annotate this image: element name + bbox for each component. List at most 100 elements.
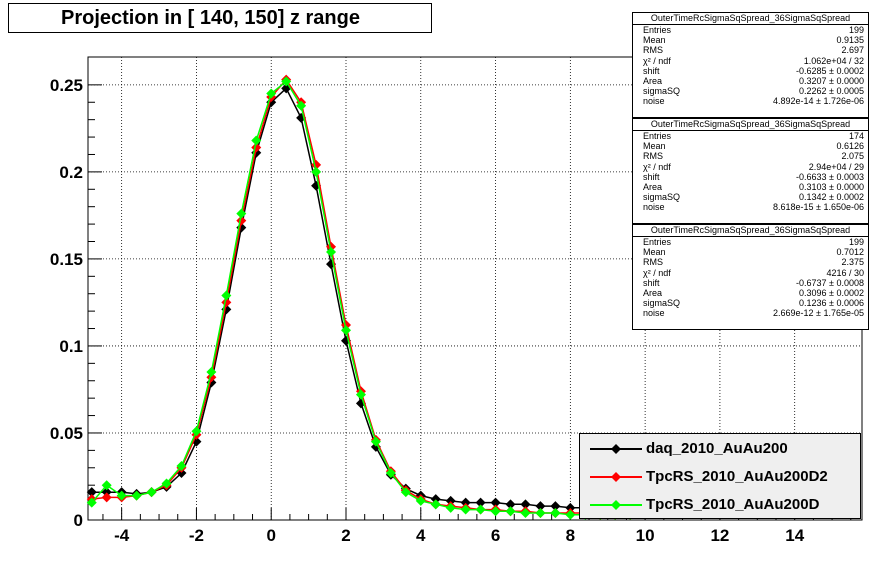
stats-row: shift -0.6285 ± 0.0002 [633,66,868,76]
stats-key: Area [643,287,663,298]
stats-row: sigmaSQ 0.1236 ± 0.0006 [633,298,868,308]
data-point [415,495,426,506]
stats-row: Area 0.3103 ± 0.0000 [633,182,868,192]
x-tick-label: 6 [491,526,500,545]
stats-value: 0.6126 [836,141,864,152]
data-point [490,506,501,517]
legend-item-daq: daq_2010_AuAu200 [580,436,860,462]
stats-value: 2.697 [841,45,864,56]
stats-row: χ² / ndf 2.94e+04 / 29 [633,162,868,172]
stats-header: OuterTimeRcSigmaSqSpread_36SigmaSqSpread [633,119,868,131]
legend-marker-icon [590,500,642,510]
data-point [445,502,456,513]
data-point [520,499,531,510]
stats-key: shift [643,171,660,182]
stats-key: RMS [643,257,663,268]
stats-key: Mean [643,247,666,258]
stats-value: -0.6633 ± 0.0003 [796,171,864,182]
data-point [535,501,546,512]
stats-value: 2.075 [841,151,864,162]
stats-value: -0.6737 ± 0.0008 [796,277,864,288]
data-point [565,502,576,513]
x-tick-label: 12 [710,526,729,545]
data-point [206,367,217,378]
stats-box-2: OuterTimeRcSigmaSqSpread_36SigmaSqSpread… [632,118,869,224]
stats-key: Mean [643,141,666,152]
y-tick-label: 0.1 [59,337,83,356]
data-point [326,246,337,257]
legend-item-tpcrs-d2: TpcRS_2010_AuAu200D2 [580,464,860,490]
stats-value: 199 [848,25,864,35]
data-point [191,426,202,437]
stats-row: RMS 2.697 [633,45,868,55]
stats-value: 0.1342 ± 0.0002 [799,192,864,203]
data-point [400,487,411,498]
stats-box-3: OuterTimeRcSigmaSqSpread_36SigmaSqSpread… [632,224,869,330]
y-tick-label: 0.2 [59,163,83,182]
legend-marker-icon [590,472,642,482]
stats-row: Area 0.3207 ± 0.0000 [633,76,868,86]
x-tick-label: 4 [416,526,426,545]
stats-key: Entries [643,131,672,141]
data-point [460,504,471,515]
stats-value: 4216 / 30 [826,267,864,278]
data-point [101,480,112,491]
stats-row: χ² / ndf 1.062e+04 / 32 [633,56,868,66]
data-point [550,501,561,512]
data-point [341,325,351,336]
data-point [505,499,516,510]
stats-value: 0.3103 ± 0.0000 [799,181,864,192]
x-tick-label: 0 [266,526,275,545]
data-point [101,492,112,503]
data-point [176,461,187,472]
stats-key: χ² / ndf [643,267,671,278]
stats-key: χ² / ndf [643,161,671,172]
data-point [445,495,456,506]
data-point [355,389,366,400]
stats-value: 0.1236 ± 0.0006 [799,298,864,309]
stats-key: noise [643,96,665,107]
y-tick-label: 0.15 [50,250,83,269]
data-point [296,100,307,111]
stats-key: sigmaSQ [643,298,681,309]
data-point [565,509,576,520]
stats-key: sigmaSQ [643,192,681,203]
stats-key: shift [643,277,660,288]
data-point [430,494,441,505]
stats-value: 1.062e+04 / 32 [803,55,864,66]
data-point [326,241,337,252]
stats-key: RMS [643,45,663,56]
data-point [460,497,471,508]
x-tick-label: 2 [341,526,350,545]
data-point [131,490,142,501]
stats-row: RMS 2.375 [633,257,868,267]
data-point [251,135,262,146]
legend-label: daq_2010_AuAu200 [646,440,788,457]
stats-box-1: OuterTimeRcSigmaSqSpread_36SigmaSqSpread… [632,12,869,118]
stats-value: 0.7012 [836,247,864,258]
stats-value: 4.892e-14 ± 1.726e-06 [772,96,864,107]
legend-item-tpcrs-d: TpcRS_2010_AuAu200D [580,492,860,518]
stats-row: Mean 0.9135 [633,35,868,45]
data-point [535,508,546,519]
stats-rows: Entries 199 Mean 0.9135 RMS 2.697 χ² / ndf 1.06… [633,25,868,107]
stats-row: Mean 0.7012 [633,247,868,257]
legend: daq_2010_AuAu200 TpcRS_2010_AuAu200D2 Tp… [579,433,861,519]
stats-value: 0.3096 ± 0.0002 [799,287,864,298]
data-point [86,497,97,508]
data-point [266,88,277,99]
stats-value: 199 [848,237,864,247]
stats-row: noise 4.892e-14 ± 1.726e-06 [633,96,868,106]
stats-value: -0.6285 ± 0.0002 [796,65,864,76]
data-point [475,504,486,515]
stats-key: noise [643,308,665,319]
chart-title: Projection in [ 140, 150] z range [8,3,432,33]
stats-value: 0.2262 ± 0.0005 [799,86,864,97]
stats-key: Entries [643,25,672,35]
stats-row: noise 2.669e-12 ± 1.765e-05 [633,308,868,318]
x-tick-label: -4 [114,526,130,545]
stats-row: Mean 0.6126 [633,141,868,151]
data-point [475,497,486,508]
data-point [221,290,232,301]
